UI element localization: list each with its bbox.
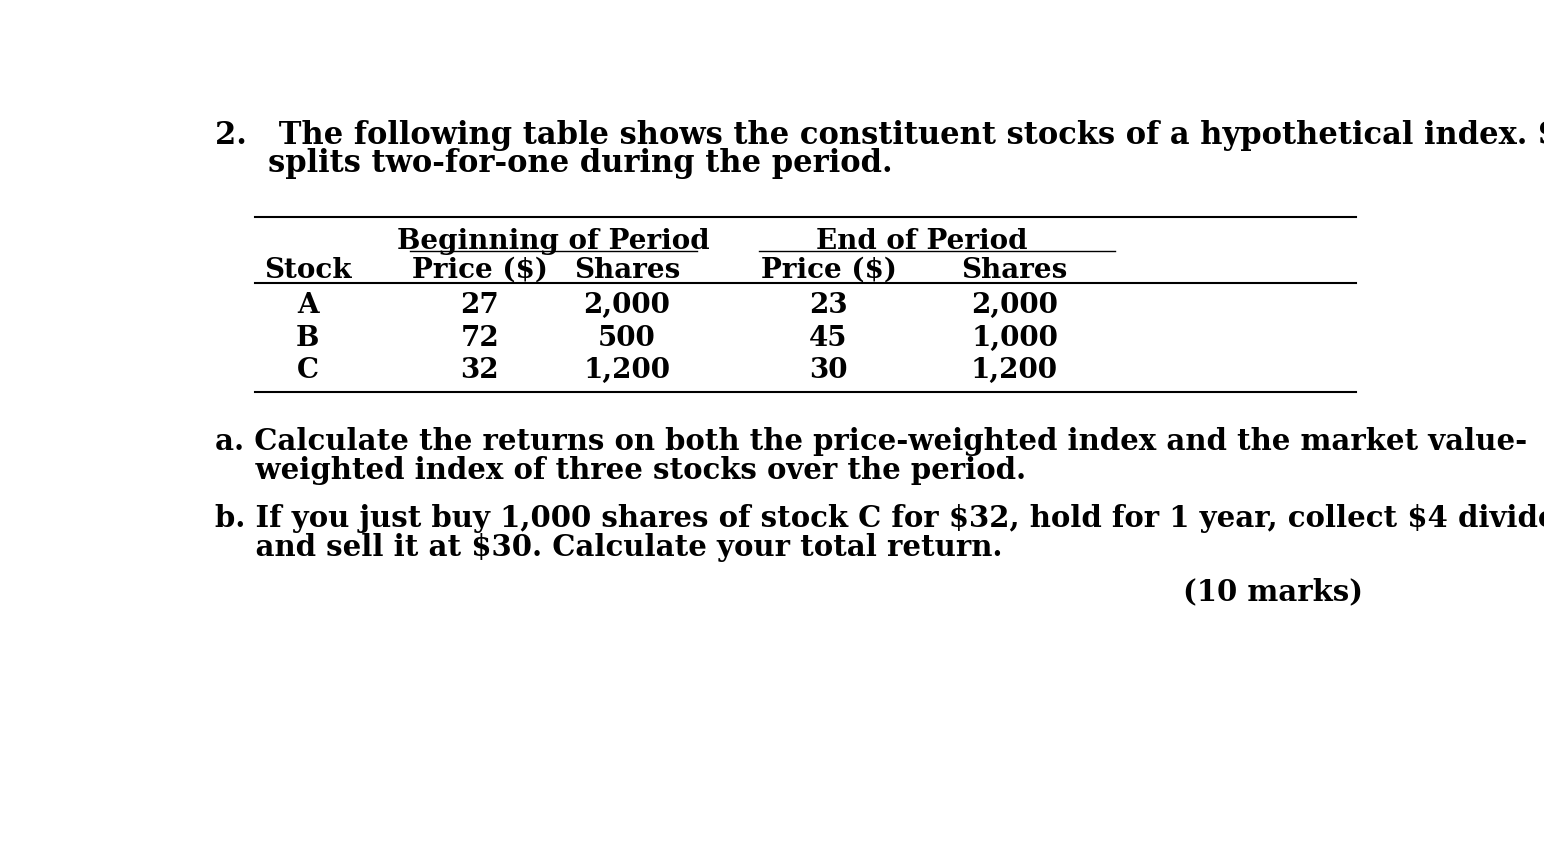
Text: Price ($): Price ($) (761, 257, 897, 284)
Text: C: C (296, 357, 318, 384)
Text: 2,000: 2,000 (971, 293, 1058, 319)
Text: (10 marks): (10 marks) (1183, 577, 1363, 607)
Text: B: B (296, 324, 320, 352)
Text: Shares: Shares (574, 257, 679, 284)
Text: 1,200: 1,200 (971, 357, 1058, 384)
Text: 23: 23 (809, 293, 848, 319)
Text: 500: 500 (598, 324, 656, 352)
Text: 1,000: 1,000 (971, 324, 1058, 352)
Text: b. If you just buy 1,000 shares of stock C for $32, hold for 1 year, collect $4 : b. If you just buy 1,000 shares of stock… (215, 505, 1544, 533)
Text: 32: 32 (460, 357, 499, 384)
Text: 1,200: 1,200 (584, 357, 670, 384)
Text: 72: 72 (460, 324, 499, 352)
Text: Stock: Stock (264, 257, 352, 284)
Text: splits two-for-one during the period.: splits two-for-one during the period. (215, 148, 892, 178)
Text: and sell it at $30. Calculate your total return.: and sell it at $30. Calculate your total… (215, 534, 1002, 562)
Text: 45: 45 (809, 324, 848, 352)
Text: a. Calculate the returns on both the price-weighted index and the market value-: a. Calculate the returns on both the pri… (215, 427, 1527, 456)
Text: 2,000: 2,000 (584, 293, 670, 319)
Text: Shares: Shares (962, 257, 1067, 284)
Text: weighted index of three stocks over the period.: weighted index of three stocks over the … (215, 456, 1025, 486)
Text: 27: 27 (460, 293, 499, 319)
Text: 2.   The following table shows the constituent stocks of a hypothetical index. S: 2. The following table shows the constit… (215, 120, 1544, 151)
Text: 30: 30 (809, 357, 848, 384)
Text: A: A (296, 293, 318, 319)
Text: Price ($): Price ($) (412, 257, 548, 284)
Text: Beginning of Period: Beginning of Period (397, 227, 710, 255)
Text: End of Period: End of Period (815, 227, 1027, 255)
